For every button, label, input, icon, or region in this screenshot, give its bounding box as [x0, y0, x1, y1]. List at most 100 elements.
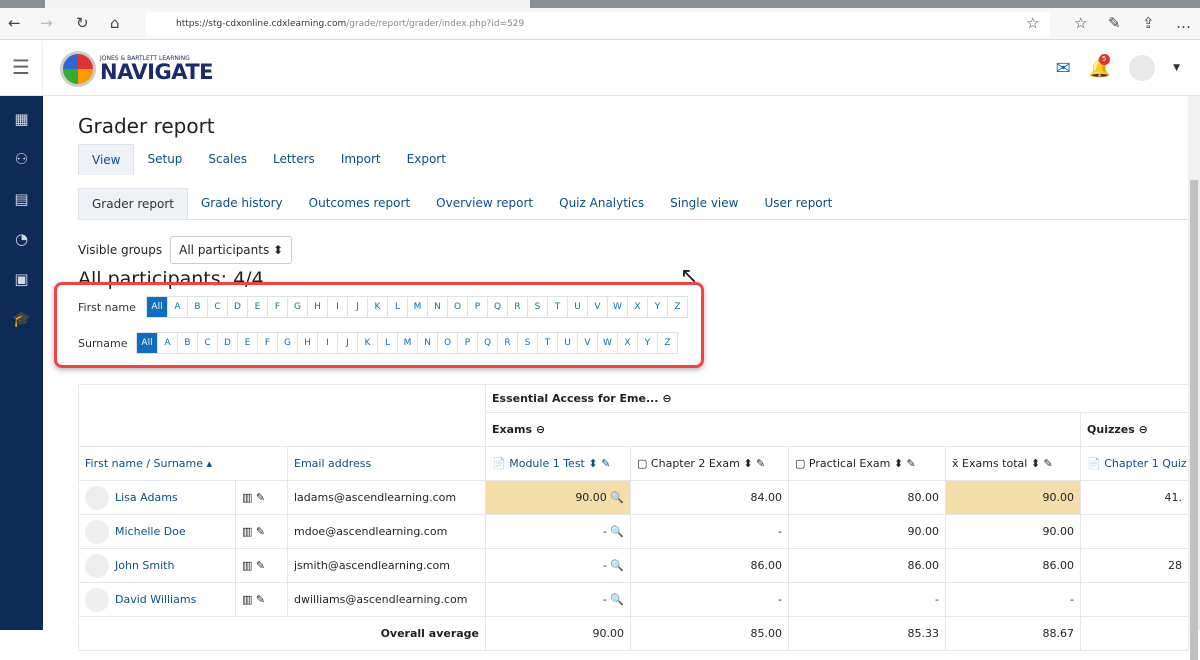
sort-icon[interactable]: ⬍ — [743, 457, 753, 470]
surname-letter-f[interactable]: F — [257, 332, 278, 354]
surname-letter-all[interactable]: All — [136, 332, 158, 354]
report-icon[interactable]: ▥ — [242, 491, 253, 504]
sort-icon[interactable]: ⬍ — [893, 457, 904, 470]
email-column-header[interactable]: Email address — [286, 446, 487, 481]
sort-icon[interactable]: ⬍ — [588, 457, 598, 470]
tab-quiz-analytics[interactable]: Quiz Analytics — [559, 196, 645, 210]
surname-letter-k[interactable]: K — [357, 332, 378, 354]
grade-cell[interactable]: 86.00 — [630, 548, 790, 583]
tab-grader-report[interactable]: Grader report — [78, 188, 188, 219]
surname-letter-b[interactable]: B — [177, 332, 198, 354]
grade-cell[interactable]: - 🔍 — [485, 514, 632, 549]
gauge-icon[interactable]: ◔ — [14, 230, 29, 248]
surname-letter-g[interactable]: G — [277, 332, 298, 354]
surname-letter-v[interactable]: V — [577, 332, 598, 354]
address-bar[interactable]: https://stg-cdxonline.cdxlearning.com/gr… — [146, 12, 1050, 36]
tab-outcomes-report[interactable]: Outcomes report — [308, 196, 411, 210]
grade-cell[interactable]: 80.00 — [788, 480, 947, 515]
home-icon[interactable]: ⌂ — [110, 14, 120, 32]
tab-scales[interactable]: Scales — [208, 152, 247, 166]
grade-cell[interactable]: 90.00 — [945, 514, 1082, 549]
grade-column-header[interactable]: x̄ Exams total ⬍ ✎ — [945, 446, 1082, 481]
surname-letter-u[interactable]: U — [557, 332, 578, 354]
favorites-icon[interactable]: ☆ — [1074, 14, 1088, 32]
surname-letter-h[interactable]: H — [297, 332, 318, 354]
surname-letter-q[interactable]: Q — [477, 332, 498, 354]
first-name-letter-o[interactable]: O — [447, 296, 468, 318]
first-name-letter-q[interactable]: Q — [487, 296, 508, 318]
grade-cell[interactable]: - — [945, 582, 1082, 617]
grade-cell[interactable]: 90.00 🔍 — [485, 480, 632, 515]
grade-cell[interactable] — [1080, 582, 1190, 617]
first-name-letter-d[interactable]: D — [227, 296, 248, 318]
grade-cell[interactable]: 28 — [1080, 548, 1190, 583]
tab-user-report[interactable]: User report — [764, 196, 833, 210]
surname-letter-n[interactable]: N — [417, 332, 438, 354]
first-name-letter-y[interactable]: Y — [647, 296, 668, 318]
name-column-header[interactable]: First name / Surname ▴ — [78, 446, 288, 481]
mail-icon[interactable]: ✉ — [1055, 57, 1071, 79]
pen-icon[interactable]: ✎ — [1108, 14, 1121, 32]
page-scrollbar[interactable] — [1188, 96, 1200, 660]
edit-icon[interactable]: ✎ — [756, 457, 766, 470]
surname-letter-j[interactable]: J — [337, 332, 358, 354]
first-name-letter-a[interactable]: A — [167, 296, 188, 318]
surname-letter-m[interactable]: M — [397, 332, 418, 354]
first-name-letter-x[interactable]: X — [627, 296, 648, 318]
surname-letter-i[interactable]: I — [317, 332, 338, 354]
sort-icon[interactable]: ⬍ — [1030, 457, 1041, 470]
tab-export[interactable]: Export — [406, 152, 446, 166]
star-icon[interactable]: ☆ — [1026, 14, 1040, 32]
participants-icon[interactable]: ⚇ — [14, 150, 29, 168]
collapse-icon[interactable]: ⊖ — [535, 423, 546, 436]
surname-letter-a[interactable]: A — [157, 332, 178, 354]
surname-letter-o[interactable]: O — [437, 332, 458, 354]
grade-cell[interactable]: 84.00 — [630, 480, 790, 515]
tab-letters[interactable]: Letters — [272, 152, 315, 166]
first-name-letter-n[interactable]: N — [427, 296, 448, 318]
bell-icon[interactable]: 🔔 5 — [1088, 53, 1112, 79]
grade-column-header[interactable]: 📄 Chapter 1 Quiz — [1080, 446, 1190, 481]
student-name-cell[interactable]: Lisa Adams — [78, 480, 236, 515]
grade-column-header[interactable]: 📄 Module 1 Test ⬍ ✎ — [485, 446, 632, 481]
grade-cell[interactable]: - 🔍 — [485, 548, 632, 583]
edit-icon[interactable]: ✎ — [255, 593, 266, 606]
grade-column-header[interactable]: ▢ Chapter 2 Exam ⬍ ✎ — [630, 446, 790, 481]
calendar-icon[interactable]: ▣ — [14, 270, 29, 288]
visible-groups-select[interactable]: All participants ⬍ — [170, 236, 293, 264]
user-avatar[interactable] — [1129, 55, 1156, 81]
report-icon[interactable]: ▥ — [242, 525, 253, 538]
share-icon[interactable]: ⇪ — [1142, 14, 1155, 32]
first-name-letter-j[interactable]: J — [347, 296, 368, 318]
refresh-icon[interactable]: ↻ — [76, 14, 89, 32]
first-name-letter-all[interactable]: All — [146, 296, 168, 318]
first-name-letter-h[interactable]: H — [307, 296, 328, 318]
edit-icon[interactable]: ✎ — [255, 491, 266, 504]
surname-letter-t[interactable]: T — [537, 332, 558, 354]
grade-column-header[interactable]: ▢ Practical Exam ⬍ ✎ — [788, 446, 947, 481]
first-name-letter-p[interactable]: P — [467, 296, 488, 318]
report-icon[interactable]: ▥ — [242, 593, 253, 606]
grade-cell[interactable]: 90.00 — [788, 514, 947, 549]
grade-cell[interactable]: 86.00 — [945, 548, 1082, 583]
more-icon[interactable]: … — [1176, 14, 1191, 32]
first-name-letter-z[interactable]: Z — [667, 296, 688, 318]
edit-icon[interactable]: ✎ — [255, 525, 266, 538]
tab-single-view[interactable]: Single view — [670, 196, 739, 210]
tab-setup[interactable]: Setup — [147, 152, 183, 166]
first-name-letter-w[interactable]: W — [607, 296, 628, 318]
student-name-cell[interactable]: David Williams — [78, 582, 236, 617]
tab-import[interactable]: Import — [340, 152, 381, 166]
zoom-icon[interactable]: 🔍 — [610, 593, 625, 606]
zoom-icon[interactable]: 🔍 — [610, 559, 625, 572]
grade-cell[interactable]: 90.00 — [945, 480, 1082, 515]
surname-letter-s[interactable]: S — [517, 332, 538, 354]
first-name-letter-v[interactable]: V — [587, 296, 608, 318]
collapse-icon[interactable]: ⊖ — [1138, 423, 1148, 436]
surname-letter-r[interactable]: R — [497, 332, 518, 354]
surname-letter-l[interactable]: L — [377, 332, 398, 354]
first-name-letter-s[interactable]: S — [527, 296, 548, 318]
surname-letter-p[interactable]: P — [457, 332, 478, 354]
first-name-letter-e[interactable]: E — [247, 296, 268, 318]
menu-icon[interactable]: ☰ — [0, 41, 43, 96]
